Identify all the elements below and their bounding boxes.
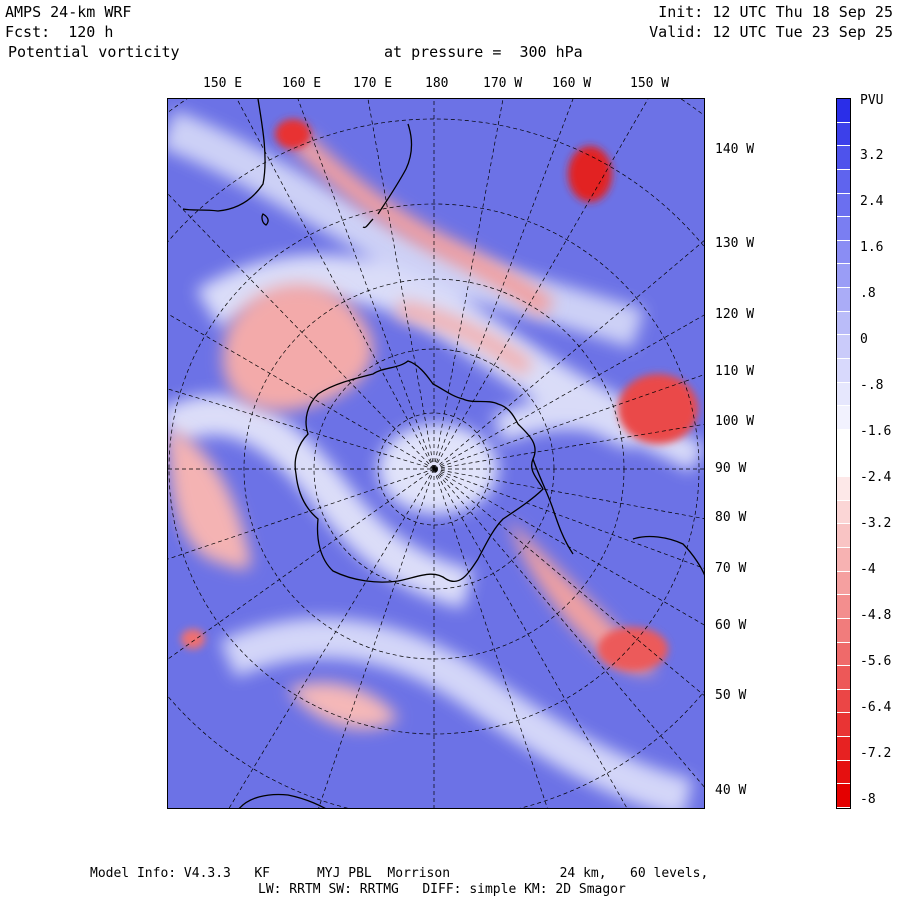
colorbar-swatch bbox=[837, 240, 850, 265]
lon-label-120w: 120 W bbox=[715, 307, 755, 322]
south-america-coastline bbox=[632, 535, 704, 576]
colorbar-swatch bbox=[837, 217, 850, 241]
lon-label-180: 180 bbox=[425, 76, 449, 91]
colorbar-swatch bbox=[837, 642, 850, 667]
lon-label-60w: 60 W bbox=[715, 618, 747, 633]
colorbar-swatch bbox=[837, 524, 850, 549]
lon-label-70w: 70 W bbox=[715, 561, 747, 576]
lon-label-150e: 150 E bbox=[203, 76, 243, 91]
colorbar-swatch bbox=[837, 713, 850, 738]
model-info-line2: LW: RRTM SW: RRTMG DIFF: simple KM: 2D S… bbox=[258, 882, 626, 897]
colorbar-swatch bbox=[837, 666, 850, 690]
lon-label-90w: 90 W bbox=[715, 461, 747, 476]
colorbar-swatch bbox=[837, 382, 850, 407]
colorbar-swatch bbox=[837, 784, 850, 808]
tasmania-coastline bbox=[261, 213, 269, 226]
colorbar-label: -3.2 bbox=[860, 516, 892, 531]
high-pv-regions bbox=[168, 131, 655, 729]
colorbar-label: -5.6 bbox=[860, 654, 892, 669]
lon-label-80w: 80 W bbox=[715, 510, 747, 525]
colorbar-swatch bbox=[837, 737, 850, 761]
lon-label-110w: 110 W bbox=[715, 364, 755, 379]
lon-label-140w: 140 W bbox=[715, 142, 755, 157]
antarctica-coastline bbox=[294, 360, 544, 583]
colorbar-label: 2.4 bbox=[860, 194, 884, 209]
model-title: AMPS 24-km WRF bbox=[5, 3, 132, 21]
colorbar-unit: PVU bbox=[860, 93, 884, 108]
lon-label-170w: 170 W bbox=[483, 76, 523, 91]
colorbar-swatch bbox=[837, 122, 850, 147]
colorbar-swatch bbox=[837, 406, 850, 430]
colorbar-swatch bbox=[837, 595, 850, 619]
south-africa-coastline bbox=[238, 793, 326, 808]
colorbar-label: -6.4 bbox=[860, 700, 892, 715]
colorbar-label: -.8 bbox=[860, 378, 884, 393]
colorbar-swatch bbox=[837, 288, 850, 312]
colorbar-swatch bbox=[837, 146, 850, 170]
colorbar-label: .8 bbox=[860, 286, 876, 301]
variable-name: Potential vorticity bbox=[8, 43, 180, 61]
colorbar-label: -4 bbox=[860, 562, 876, 577]
colorbar-label: 3.2 bbox=[860, 148, 884, 163]
colorbar-swatch bbox=[837, 548, 850, 572]
colorbar-swatch bbox=[837, 618, 850, 643]
pv-field-svg bbox=[168, 99, 704, 808]
colorbar-swatch bbox=[837, 429, 850, 454]
init-time: Init: 12 UTC Thu 18 Sep 25 bbox=[658, 3, 893, 21]
pv-map-panel bbox=[167, 98, 705, 809]
colorbar-swatch bbox=[837, 335, 850, 359]
lon-label-170e: 170 E bbox=[353, 76, 393, 91]
lon-label-160e: 160 E bbox=[282, 76, 322, 91]
lon-label-150w: 150 W bbox=[630, 76, 670, 91]
colorbar-label: -1.6 bbox=[860, 424, 892, 439]
colorbar-label: -7.2 bbox=[860, 746, 892, 761]
lon-label-40w: 40 W bbox=[715, 783, 747, 798]
pv-maxima bbox=[181, 119, 698, 671]
colorbar-swatch bbox=[837, 500, 850, 525]
pv-colorbar bbox=[836, 98, 851, 809]
colorbar-swatch bbox=[837, 264, 850, 289]
lon-label-130w: 130 W bbox=[715, 236, 755, 251]
australia-coastline bbox=[182, 99, 266, 212]
colorbar-label: -2.4 bbox=[860, 470, 892, 485]
lon-label-160w: 160 W bbox=[552, 76, 592, 91]
new-zealand-coastline bbox=[362, 123, 413, 229]
model-info-line1: Model Info: V4.3.3 KF MYJ PBL Morrison 2… bbox=[90, 866, 709, 881]
colorbar-swatch bbox=[837, 571, 850, 596]
meridians bbox=[168, 99, 704, 808]
colorbar-swatch bbox=[837, 99, 850, 123]
colorbar-swatch bbox=[837, 311, 850, 336]
colorbar-swatch bbox=[837, 689, 850, 714]
antarctic-peninsula bbox=[532, 458, 574, 555]
colorbar-label: -8 bbox=[860, 792, 876, 807]
colorbar-label: 1.6 bbox=[860, 240, 884, 255]
colorbar-swatch bbox=[837, 760, 850, 785]
colorbar-swatch bbox=[837, 169, 850, 194]
colorbar-swatch bbox=[837, 453, 850, 478]
colorbar-label: -4.8 bbox=[860, 608, 892, 623]
forecast-hour: Fcst: 120 h bbox=[5, 23, 114, 41]
valid-time: Valid: 12 UTC Tue 23 Sep 25 bbox=[649, 23, 893, 41]
colorbar-swatch bbox=[837, 477, 850, 501]
lon-label-50w: 50 W bbox=[715, 688, 747, 703]
colorbar-swatch bbox=[837, 193, 850, 218]
colorbar-label: 0 bbox=[860, 332, 868, 347]
colorbar-swatch bbox=[837, 358, 850, 383]
lon-label-100w: 100 W bbox=[715, 414, 755, 429]
pressure-level: at pressure = 300 hPa bbox=[384, 43, 583, 61]
